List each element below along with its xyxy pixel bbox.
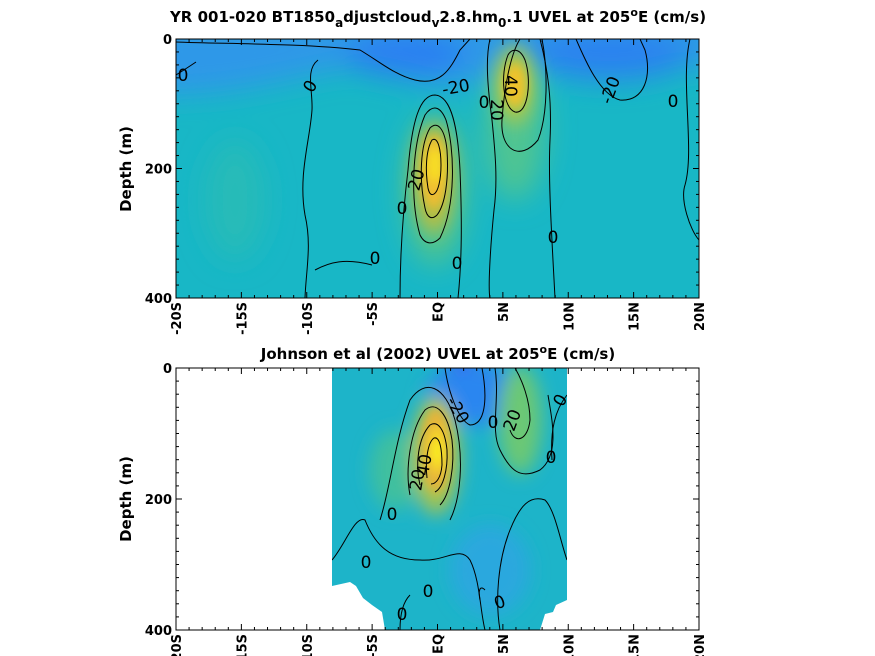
chart-1-xtick-label: 10N — [562, 302, 577, 331]
chart-1-clabel: 20 — [486, 99, 506, 121]
chart-2-xtick-label: 5N — [497, 634, 512, 654]
chart-1-clabel: 0 — [370, 249, 381, 269]
chart-2-ylabel: Depth (m) — [117, 456, 135, 542]
chart-1-clabel: -20 — [441, 76, 472, 101]
chart-2-clabel: 40 — [413, 453, 436, 478]
chart-2-xtick-label: -10S — [301, 634, 316, 656]
chart-2-field-lower — [450, 525, 530, 615]
chart-1-clabel: 0 — [178, 66, 189, 86]
chart-1-xtick-label: 20N — [693, 302, 708, 331]
chart-2-xtick-label: 15N — [628, 634, 643, 656]
chart-1: YR 001-020 BT1850adjustcloudv2.8.hm0.1 U… — [117, 6, 708, 335]
chart-2-xtick-label: -20S — [170, 634, 185, 656]
chart-2-clabel: 20 — [406, 468, 429, 493]
chart-1-clabel: 0 — [548, 228, 559, 248]
chart-2-field-euc-peak — [433, 441, 441, 463]
chart-2-clabel: 0 — [546, 448, 557, 468]
chart-1-contour-labels: 0 0 -20 40 0 20 -20 0 20 0 0 0 0 — [178, 66, 679, 274]
chart-2-field-necc — [498, 368, 542, 475]
chart-1-ylabel: Depth (m) — [117, 126, 135, 212]
chart-1-xtick-label: EQ — [432, 302, 447, 322]
chart-2-xtick-label: -15S — [235, 634, 250, 656]
chart-1-field-westward-b — [530, 39, 690, 80]
chart-1-ytick-label: 0 — [163, 33, 172, 48]
chart-2-contours — [332, 368, 567, 630]
chart-2-xtick-label: 10N — [562, 634, 577, 656]
chart-1-ytick-label: 200 — [145, 163, 172, 178]
chart-1-clabel: 40 — [500, 75, 520, 97]
chart-2-field-green-west — [370, 430, 420, 510]
chart-2-ytick-label: 400 — [145, 624, 172, 639]
chart-2-field: -20 0 20 0 40 20 0 0 0 0 0 0 — [332, 368, 567, 630]
chart-1-xtick-label: -5S — [366, 302, 381, 326]
chart-1-clabel: 0 — [668, 92, 679, 112]
chart-2-ytick-label: 0 — [163, 362, 172, 377]
chart-1-field-euc-core — [428, 147, 442, 183]
chart-2-clabel: 0 — [361, 553, 372, 573]
chart-1-field-necc-core — [504, 63, 526, 107]
chart-1-clabel: 0 — [479, 93, 490, 113]
chart-1-field-westward-a — [345, 39, 465, 77]
chart-2-ytick-label: 200 — [145, 493, 172, 508]
chart-2-clabel: 0 — [423, 582, 434, 602]
chart-2-contour-labels: -20 0 20 0 40 20 0 0 0 0 0 0 — [361, 391, 567, 625]
chart-1-field-green-c — [205, 140, 265, 260]
chart-2-clabel: 0 — [387, 505, 398, 525]
chart-1-xtick-label: 5N — [497, 302, 512, 322]
chart-1-title: YR 001-020 BT1850adjustcloudv2.8.hm0.1 U… — [169, 6, 706, 30]
chart-1-xtick-label: -20S — [170, 302, 185, 335]
chart-2-title: Johnson et al (2002) UVEL at 205oE (cm/s… — [260, 343, 615, 363]
chart-2: Johnson et al (2002) UVEL at 205oE (cm/s… — [117, 343, 708, 656]
chart-1-clabel: 0 — [397, 199, 408, 219]
chart-1-field: 0 0 -20 40 0 20 -20 0 20 0 0 0 0 — [176, 39, 699, 298]
chart-2-xtick-label: -5S — [366, 634, 381, 656]
chart-2-clabel: 0 — [397, 605, 408, 625]
chart-1-ytick-label: 400 — [145, 292, 172, 307]
chart-1-xtick-label: -10S — [301, 302, 316, 335]
chart-1-contours — [176, 39, 699, 298]
chart-2-xtick-label: EQ — [432, 634, 447, 654]
chart-2-xtick-label: 20N — [693, 634, 708, 656]
chart-1-clabel: 0 — [452, 254, 463, 274]
chart-2-clabel: 0 — [488, 413, 499, 433]
chart-1-xtick-label: -15S — [235, 302, 250, 335]
chart-1-xtick-label: 15N — [628, 302, 643, 331]
